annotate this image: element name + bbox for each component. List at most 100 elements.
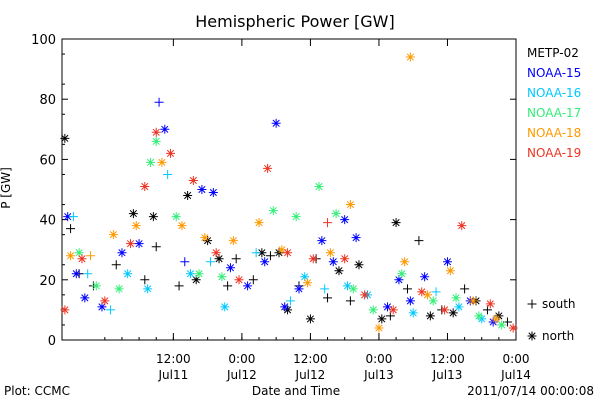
data-point-north — [157, 157, 167, 167]
legend-entry: NOAA-19 — [527, 146, 581, 160]
data-point-north — [263, 163, 273, 173]
data-point-north — [408, 308, 418, 318]
y-tick-label: 0 — [48, 334, 56, 349]
data-point-north — [343, 281, 353, 291]
data-point-north — [143, 284, 153, 294]
data-point-north — [351, 233, 361, 243]
data-point-north — [445, 266, 455, 276]
data-point-north — [425, 311, 435, 321]
data-point-north — [360, 290, 370, 300]
data-point-north — [294, 284, 304, 294]
data-point-north — [108, 230, 118, 240]
data-point-south — [111, 260, 121, 270]
data-point-north — [391, 218, 401, 228]
data-point-north — [197, 185, 207, 194]
data-point-south — [460, 284, 470, 294]
y-axis-label: P [GW] — [0, 167, 13, 209]
data-point-south — [86, 251, 96, 261]
data-point-north — [405, 52, 415, 62]
data-point-north — [271, 118, 281, 128]
data-point-north — [171, 212, 181, 222]
y-tick-label: 20 — [39, 274, 56, 289]
series-noaa-19 — [60, 127, 518, 333]
data-point-north — [100, 296, 110, 306]
data-point-north — [123, 269, 133, 279]
data-point-north — [314, 181, 324, 191]
data-point-north — [220, 302, 230, 312]
x-tick-label: 12:00 — [430, 352, 465, 366]
legend-entry: METP-02 — [527, 46, 579, 60]
data-point-north — [331, 209, 341, 219]
data-point-north — [280, 302, 290, 312]
data-point-north — [457, 221, 467, 231]
data-point-south — [323, 293, 333, 303]
data-point-north — [485, 299, 495, 309]
x-tick-sublabel: Jul13 — [363, 368, 394, 382]
data-point-north — [394, 275, 404, 285]
data-point-north — [214, 254, 224, 264]
data-point-north — [474, 311, 484, 321]
data-point-south — [265, 251, 275, 261]
series-noaa-17 — [74, 136, 507, 330]
data-point-north — [317, 236, 327, 246]
data-point-north — [151, 136, 161, 146]
data-point-north — [283, 248, 293, 258]
data-point-south — [320, 284, 330, 294]
y-tick-label: 60 — [39, 153, 56, 168]
data-point-south — [151, 242, 161, 252]
data-point-north — [368, 305, 378, 315]
plot-credit: Plot: CCMC — [4, 384, 70, 398]
data-point-south — [83, 269, 93, 279]
data-point-south — [251, 248, 261, 258]
data-point-north — [420, 272, 430, 282]
data-point-north — [234, 275, 244, 285]
series-noaa-18 — [66, 52, 501, 333]
data-point-north — [303, 278, 313, 288]
data-point-north — [257, 248, 267, 258]
data-point-north — [440, 305, 450, 315]
data-point-north — [77, 254, 87, 264]
data-point-south — [285, 296, 295, 306]
data-point-north — [383, 302, 393, 312]
data-point-north — [134, 239, 144, 249]
data-point-north — [454, 302, 464, 312]
x-tick-sublabel: Jul13 — [432, 368, 463, 382]
y-tick-label: 100 — [31, 33, 56, 48]
data-point-north — [497, 320, 507, 330]
data-point-north — [442, 257, 452, 267]
data-point-north — [63, 212, 73, 222]
legend: METP-02 NOAA-15 NOAA-16 NOAA-17 NOAA-18 NOAA-… — [527, 46, 581, 160]
x-axis-ticks: 12:00 Jul11 0:00 Jul12 12:00 Jul12 0:00 Jul13 12… — [104, 39, 531, 382]
data-point-north — [211, 248, 221, 258]
data-point-north — [417, 287, 427, 297]
data-point-south — [223, 281, 233, 291]
marker-legend-plus — [527, 299, 537, 309]
data-point-north — [305, 314, 315, 324]
data-point-north — [345, 200, 355, 210]
data-point-south — [414, 236, 424, 246]
data-point-south — [140, 275, 150, 285]
data-point-south — [231, 254, 241, 264]
data-point-north — [200, 233, 210, 243]
x-tick-label: 0:00 — [503, 352, 530, 366]
data-point-north — [80, 293, 90, 303]
data-point-north — [126, 239, 136, 249]
data-point-north — [194, 269, 204, 279]
data-point-north — [300, 272, 310, 282]
data-point-south — [174, 281, 184, 291]
data-point-south — [180, 257, 190, 267]
data-point-north — [260, 257, 270, 267]
marker-legend-label: south — [542, 297, 576, 311]
data-point-south — [154, 97, 164, 107]
data-point-north — [71, 269, 81, 279]
data-point-north — [468, 296, 478, 306]
data-point-north — [308, 254, 318, 264]
data-point-north — [151, 127, 161, 137]
legend-entry: NOAA-15 — [527, 66, 581, 80]
x-tick-label: 0:00 — [365, 352, 392, 366]
data-point-north — [66, 251, 76, 261]
data-point-north — [428, 296, 438, 306]
data-point-south — [248, 275, 258, 285]
marker-legend-star — [527, 331, 537, 341]
data-point-north — [397, 269, 407, 279]
